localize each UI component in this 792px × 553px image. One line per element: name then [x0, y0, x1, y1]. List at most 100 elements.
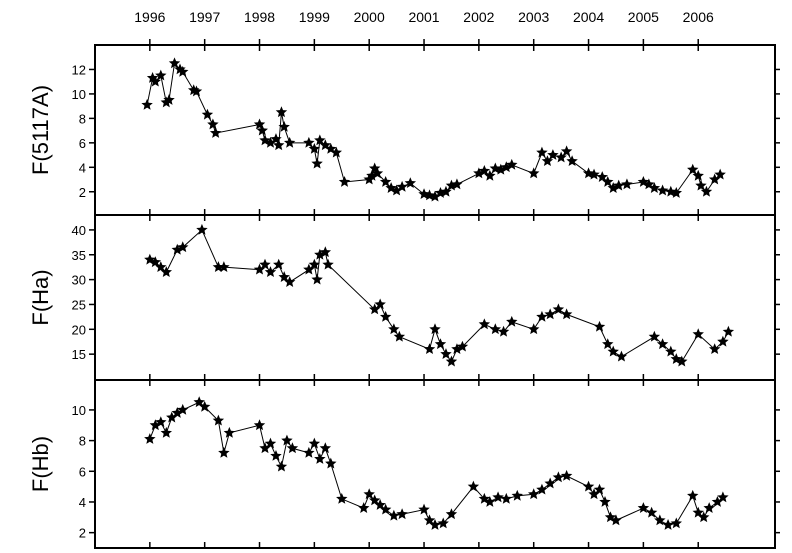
y-tick-label: 4	[79, 495, 86, 510]
data-point	[544, 308, 556, 320]
data-point	[484, 169, 496, 181]
data-point	[703, 502, 715, 513]
data-point	[497, 325, 510, 337]
data-point	[552, 303, 565, 315]
data-point	[311, 157, 323, 169]
data-point	[593, 483, 606, 495]
data-point	[275, 460, 288, 472]
data-point	[218, 446, 230, 458]
data-point	[656, 184, 669, 196]
data-point	[717, 335, 729, 347]
data-point	[708, 343, 721, 355]
data-point	[390, 184, 403, 196]
data-point	[374, 298, 386, 310]
data-point	[451, 178, 463, 190]
y-tick-label: 6	[79, 464, 86, 479]
x-tick-label: 1997	[189, 9, 220, 25]
y-tick-label: 6	[79, 136, 86, 151]
data-point	[662, 518, 674, 530]
data-point	[319, 442, 332, 454]
data-point	[283, 136, 296, 148]
series-line	[149, 401, 724, 526]
data-point	[445, 508, 458, 520]
data-point	[495, 163, 507, 175]
data-point	[560, 308, 573, 320]
data-point	[209, 127, 222, 138]
data-point	[566, 155, 578, 167]
data-point	[144, 433, 156, 444]
data-point	[253, 263, 266, 275]
series-line	[146, 62, 721, 198]
data-point	[149, 75, 162, 87]
data-point	[212, 414, 225, 426]
data-point	[547, 149, 559, 160]
x-tick-label: 1996	[134, 9, 165, 25]
data-point	[467, 480, 480, 492]
y-tick-label: 4	[79, 160, 86, 175]
data-point	[645, 506, 658, 518]
data-point	[621, 178, 633, 190]
data-point	[379, 175, 392, 187]
y-axis-title: F(5117A)	[28, 85, 53, 175]
data-point	[670, 517, 682, 529]
data-point	[193, 396, 205, 408]
data-point	[196, 223, 208, 235]
data-point	[552, 471, 565, 483]
data-point	[654, 514, 666, 526]
data-point	[489, 323, 502, 335]
panel: 2 4 6 8 10 F(Hb)	[28, 379, 780, 549]
data-point	[434, 338, 447, 350]
data-point	[207, 118, 219, 130]
data-point	[388, 323, 400, 335]
data-point	[311, 273, 323, 285]
data-point	[264, 266, 277, 278]
data-point	[440, 348, 452, 360]
x-tick-label: 1999	[299, 9, 330, 25]
data-point	[166, 411, 178, 423]
data-point	[366, 169, 378, 181]
data-point	[256, 124, 268, 136]
x-tick-label: 2001	[408, 9, 439, 25]
data-point	[363, 488, 375, 500]
data-point	[544, 477, 556, 489]
data-point	[314, 134, 326, 146]
data-point	[602, 175, 614, 187]
data-point	[500, 161, 512, 173]
data-point	[155, 261, 167, 273]
data-point	[163, 94, 175, 105]
data-point	[473, 167, 485, 179]
data-point	[275, 106, 288, 118]
data-point	[560, 145, 573, 157]
y-tick-label: 15	[72, 347, 86, 362]
y-axis-title: F(Hb)	[28, 436, 53, 492]
y-tick-label: 8	[79, 434, 86, 449]
data-point	[338, 175, 351, 187]
data-point	[286, 442, 299, 454]
data-point	[714, 168, 726, 180]
data-point	[396, 508, 408, 520]
y-axis-title: F(Ha)	[28, 269, 53, 325]
data-point	[637, 502, 650, 513]
data-point	[322, 258, 334, 270]
data-point	[273, 258, 285, 270]
data-point	[429, 518, 441, 530]
data-point	[536, 310, 548, 322]
data-point	[596, 171, 608, 182]
data-point	[536, 483, 548, 495]
data-point	[717, 491, 729, 503]
plot-frame	[94, 379, 776, 549]
y-tick-label: 2	[79, 185, 86, 200]
data-point	[692, 328, 704, 340]
x-tick-label: 2005	[628, 9, 659, 25]
data-point	[259, 258, 271, 270]
data-point	[456, 340, 469, 352]
plot-frame	[94, 44, 776, 216]
data-point	[264, 136, 277, 148]
y-tick-label: 25	[72, 297, 86, 312]
y-tick-label: 10	[72, 87, 86, 102]
data-point	[303, 263, 315, 275]
data-point	[160, 426, 172, 438]
data-point	[593, 320, 606, 332]
